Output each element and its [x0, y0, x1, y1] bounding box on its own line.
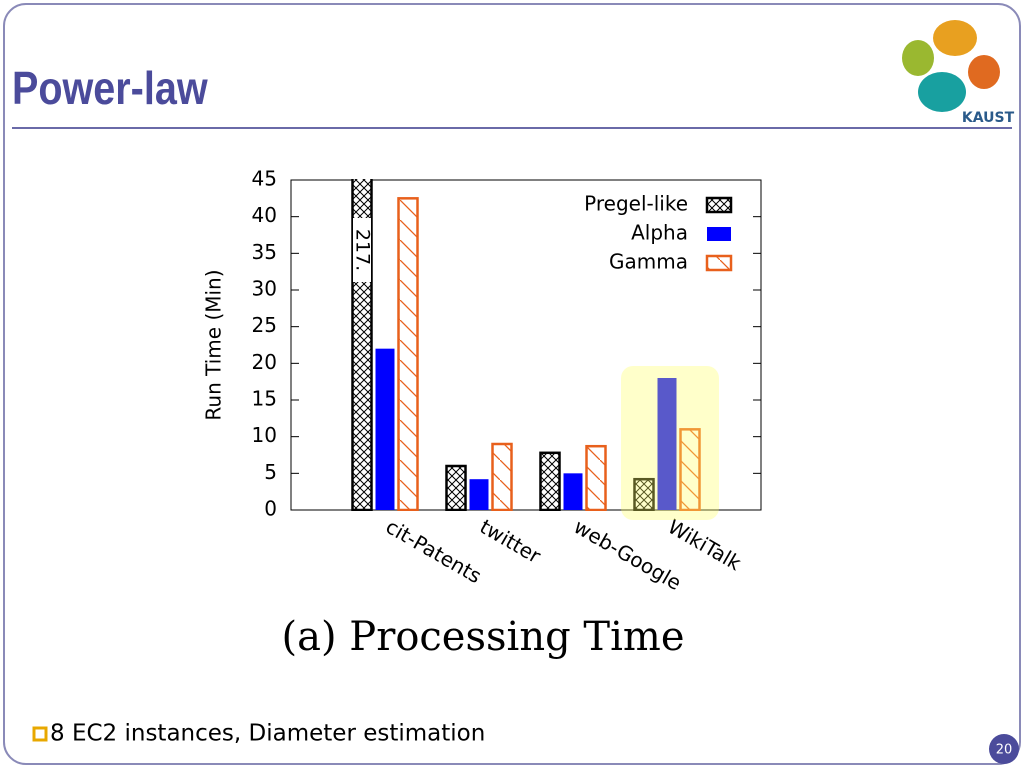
- bar: [397, 197, 419, 511]
- legend-label: Alpha: [631, 221, 688, 245]
- legend-swatch: [705, 254, 733, 272]
- y-tick-label: 30: [252, 277, 277, 301]
- logo: KAUST: [902, 20, 1015, 126]
- value-label-bg: [353, 218, 371, 282]
- logo-text: KAUST: [962, 110, 1015, 126]
- y-tick-label: 0: [264, 497, 277, 521]
- plot-frame: [290, 179, 762, 511]
- y-tick-label: 20: [252, 350, 277, 374]
- bullet-marker: [32, 726, 48, 742]
- bar: [585, 444, 607, 511]
- legend-label: Pregel-like: [584, 192, 688, 216]
- y-tick-label: 5: [264, 460, 277, 484]
- bar: [445, 464, 467, 511]
- y-tick-label: 15: [252, 387, 277, 411]
- legend-label: Gamma: [609, 250, 688, 274]
- bar: [491, 442, 513, 511]
- y-tick-label: 35: [252, 240, 277, 264]
- bar: [679, 428, 701, 511]
- y-tick-label: 10: [252, 423, 277, 447]
- legend-swatch: [707, 227, 731, 241]
- slide-title: Power-law: [12, 63, 208, 114]
- bar: [657, 378, 677, 510]
- bar: [563, 473, 583, 510]
- bar: [375, 348, 395, 510]
- bullet-text: 8 EC2 instances, Diameter estimation: [50, 721, 485, 747]
- y-tick-label: 25: [252, 313, 277, 337]
- y-tick-label: 40: [252, 203, 277, 227]
- y-axis-label: Run Time (Min): [202, 269, 226, 420]
- y-tick-label: 45: [252, 167, 277, 191]
- legend-swatch: [705, 196, 733, 214]
- highlight: [621, 366, 719, 520]
- value-label: 217.: [352, 229, 374, 271]
- caption: (a) Processing Time: [282, 614, 685, 660]
- page-badge: [989, 734, 1019, 764]
- bar: [469, 479, 489, 510]
- page-number: 20: [996, 743, 1013, 758]
- bar: [633, 477, 655, 511]
- slide-frame: [3, 3, 1021, 765]
- bar: [539, 451, 561, 511]
